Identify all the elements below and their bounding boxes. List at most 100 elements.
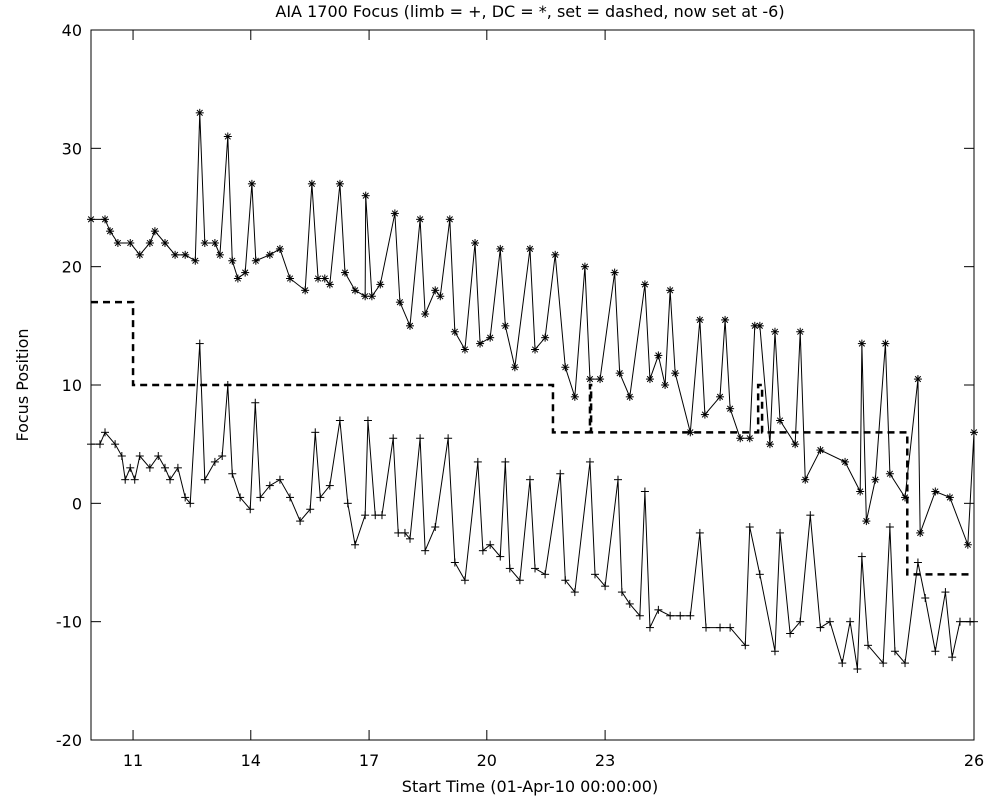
data-point	[591, 570, 600, 579]
marker-stroke	[511, 364, 518, 371]
data-point	[776, 528, 785, 537]
marker-stroke	[756, 322, 763, 329]
chart-title: AIA 1700 Focus (limb = +, DC = *, set = …	[275, 2, 784, 21]
marker-stroke	[655, 352, 662, 359]
data-point	[361, 292, 370, 301]
marker-stroke	[437, 293, 444, 300]
data-point	[351, 286, 360, 295]
data-point	[531, 345, 540, 354]
data-point	[416, 434, 425, 443]
data-point	[496, 244, 505, 253]
marker-stroke	[696, 316, 704, 324]
marker-stroke	[841, 458, 849, 466]
data-point	[251, 398, 260, 407]
marker-stroke	[863, 517, 870, 525]
data-point	[473, 457, 482, 466]
marker-stroke	[471, 239, 479, 247]
data-point	[931, 647, 940, 656]
marker-stroke	[687, 429, 694, 436]
data-point	[645, 623, 654, 632]
data-point	[421, 546, 430, 555]
series-line	[91, 112, 975, 545]
data-point	[556, 469, 565, 478]
marker-stroke	[596, 375, 604, 383]
marker-stroke	[252, 257, 259, 264]
marker-stroke	[581, 263, 589, 270]
marker-stroke	[766, 441, 774, 448]
data-point	[921, 594, 930, 602]
data-point	[161, 239, 170, 247]
marker-stroke	[771, 328, 779, 335]
data-point	[666, 286, 675, 295]
data-point	[945, 493, 954, 502]
marker-stroke	[886, 470, 894, 477]
x-tick-label: 11	[123, 751, 143, 770]
marker-stroke	[377, 281, 384, 288]
data-point	[570, 588, 579, 597]
marker-stroke	[872, 476, 879, 483]
data-point	[181, 493, 190, 502]
data-point	[654, 605, 663, 614]
data-point	[247, 179, 256, 188]
data-point	[890, 647, 899, 656]
y-tick-label: -10	[56, 613, 82, 632]
data-point	[171, 250, 180, 259]
data-point	[335, 416, 344, 425]
data-point	[541, 333, 550, 342]
marker-stroke	[932, 488, 939, 495]
data-point	[101, 215, 110, 224]
marker-stroke	[641, 281, 649, 288]
data-point	[275, 244, 284, 253]
data-point	[421, 310, 430, 318]
data-point	[726, 404, 735, 413]
x-tick-label: 14	[241, 751, 261, 770]
data-point	[613, 475, 622, 484]
data-point	[765, 440, 774, 449]
x-tick-label: 20	[477, 751, 497, 770]
data-point	[745, 434, 754, 443]
marker-stroke	[487, 334, 494, 341]
marker-stroke	[611, 269, 618, 276]
data-point	[796, 617, 805, 626]
data-point	[654, 351, 663, 360]
data-point	[666, 611, 675, 620]
data-point	[223, 132, 232, 141]
data-point	[770, 647, 779, 656]
data-point	[585, 375, 594, 384]
marker-stroke	[716, 393, 724, 400]
data-point	[228, 256, 237, 265]
data-point	[431, 286, 440, 295]
data-point	[580, 262, 589, 271]
data-point	[862, 517, 871, 526]
marker-stroke	[432, 287, 439, 294]
marker-stroke	[127, 239, 134, 247]
data-point	[625, 599, 634, 608]
marker-stroke	[461, 346, 469, 353]
data-point	[210, 239, 219, 247]
marker-stroke	[106, 228, 114, 235]
data-point	[525, 475, 534, 484]
data-point	[615, 369, 624, 378]
data-point	[113, 239, 122, 247]
dashed-line	[91, 300, 974, 576]
marker-stroke	[914, 375, 922, 383]
marker-stroke	[368, 293, 376, 300]
data-point	[770, 327, 779, 336]
data-point	[755, 570, 764, 579]
data-point	[625, 392, 634, 401]
data-point	[445, 215, 454, 224]
data-point	[801, 475, 810, 484]
data-point	[702, 623, 711, 632]
data-point	[371, 511, 380, 520]
data-point	[460, 576, 469, 585]
marker-stroke	[216, 251, 224, 258]
data-point	[617, 588, 626, 597]
data-point	[251, 256, 260, 265]
data-point	[436, 292, 445, 301]
data-point	[121, 475, 130, 484]
data-point	[256, 493, 265, 502]
data-point	[640, 487, 649, 496]
data-point	[916, 528, 925, 537]
data-point	[307, 179, 316, 188]
data-point	[913, 375, 922, 384]
